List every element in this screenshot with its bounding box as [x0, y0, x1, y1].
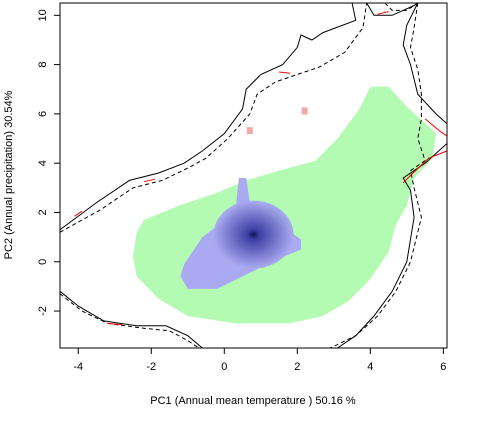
y-tick-label: 10 — [37, 9, 49, 21]
density-core-layer — [213, 200, 294, 269]
contour-line-solid — [60, 3, 357, 231]
overlap-region — [133, 86, 436, 324]
x-tick-label: 4 — [367, 361, 373, 373]
contour-line-red — [74, 210, 83, 217]
contour-line-red — [402, 150, 447, 184]
y-tick-label: -2 — [37, 306, 49, 316]
plot-area — [60, 3, 447, 348]
x-axis-label: PC1 (Annual mean temperature ) 50.16 % — [150, 395, 356, 407]
contour-line-dashed — [60, 3, 368, 233]
contour-line-dashed — [329, 3, 426, 348]
x-tick-label: -4 — [73, 361, 83, 373]
contour-line-solid — [402, 3, 447, 125]
plot-frame — [59, 2, 448, 349]
pink-patch — [301, 107, 308, 115]
contour-line-solid — [60, 290, 203, 348]
x-axis: -4 -2 0 2 4 6 — [73, 348, 446, 373]
x-tick-label: 0 — [221, 361, 227, 373]
density-peak — [213, 200, 294, 269]
contour-layer — [60, 3, 447, 348]
y-tick-label: 6 — [37, 111, 49, 117]
contour-line-red — [424, 118, 447, 137]
pink-patch-layer — [246, 107, 308, 135]
y-tick-label: 2 — [37, 209, 49, 215]
contour-line-solid — [366, 3, 419, 16]
contour-line-red — [143, 178, 156, 183]
y-tick-label: 4 — [37, 160, 49, 166]
y-tick-label: 0 — [37, 259, 49, 265]
x-tick-label: 6 — [440, 361, 446, 373]
contour-line-dashed — [384, 3, 419, 11]
y-tick-label: 8 — [37, 62, 49, 68]
contour-line-red — [107, 322, 123, 326]
x-tick-label: -2 — [146, 361, 156, 373]
pink-patch — [246, 127, 253, 135]
y-axis: -2 0 2 4 6 8 10 — [37, 9, 60, 316]
contour-line-red — [279, 71, 291, 74]
contour-line-solid — [337, 143, 447, 348]
x-tick-label: 2 — [294, 361, 300, 373]
y-axis-label: PC2 (Annual precipitation) 30.54% — [3, 90, 15, 259]
contour-line-dashed — [60, 293, 199, 348]
contour-line-red — [377, 11, 389, 15]
